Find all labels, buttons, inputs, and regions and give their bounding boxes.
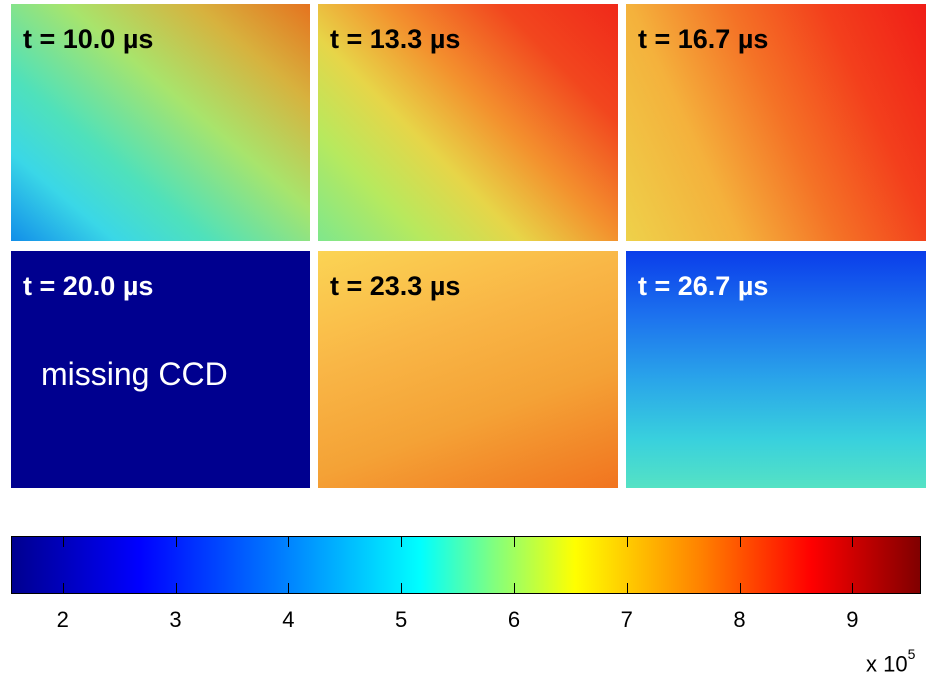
colorbar-tick-mark [513,537,515,547]
scale-exponent: 5 [907,646,916,662]
colorbar-tick-mark [175,583,177,593]
frame-time-label: t = 13.3 µs [330,24,461,54]
colorbar-tick-mark [739,583,741,593]
frame-panel-6: t = 26.7 µs [626,251,926,488]
colorbar-tick-mark [62,537,64,547]
frame-time-label: t = 20.0 µs [23,271,154,301]
colorbar-tick-label: 3 [169,607,182,632]
frame-panel-3: t = 16.7 µs [626,4,926,241]
missing-ccd-note: missing CCD [41,356,228,392]
frame-panel-2: t = 13.3 µs [318,4,618,241]
frame-time-label: t = 26.7 µs [638,271,769,301]
scale-multiplier: x 10 [866,651,908,677]
colorbar-tick-mark [852,537,854,547]
colorbar-tick-mark [626,537,628,547]
frame-panel-1: t = 10.0 µs [11,4,310,241]
colorbar-tick-mark [175,537,177,547]
colorbar-tick-mark [288,583,290,593]
frame-panel-5: t = 23.3 µs [318,251,618,488]
colorbar-tick-label: 8 [733,607,746,632]
colorbar-tick-mark [852,583,854,593]
frame-time-label: t = 16.7 µs [638,24,769,54]
colorbar-tick-label: 6 [507,607,521,632]
colorbar-tick-label: 5 [395,607,408,632]
frame-panel-4: t = 20.0 µs missing CCD [11,251,310,488]
colorbar-tick-label: 7 [620,607,633,632]
colorbar-tick-label: 4 [282,607,295,632]
colorbar-tick-label: 2 [56,607,69,632]
frame-time-label: t = 23.3 µs [330,271,461,301]
colorbar-tick-mark [401,583,403,593]
colorbar-tick-label: 9 [846,607,859,632]
colorbar-tick-mark [288,537,290,547]
colorbar-tick-mark [626,583,628,593]
colorbar-tick-mark [739,537,741,547]
colorbar-scale-label: x 105 [866,646,915,677]
colorbar-tick-mark [62,583,64,593]
frame-time-label: t = 10.0 µs [23,24,154,54]
colorbar [11,536,921,594]
colorbar-tick-mark [513,583,515,593]
colorbar-tick-mark [401,537,403,547]
